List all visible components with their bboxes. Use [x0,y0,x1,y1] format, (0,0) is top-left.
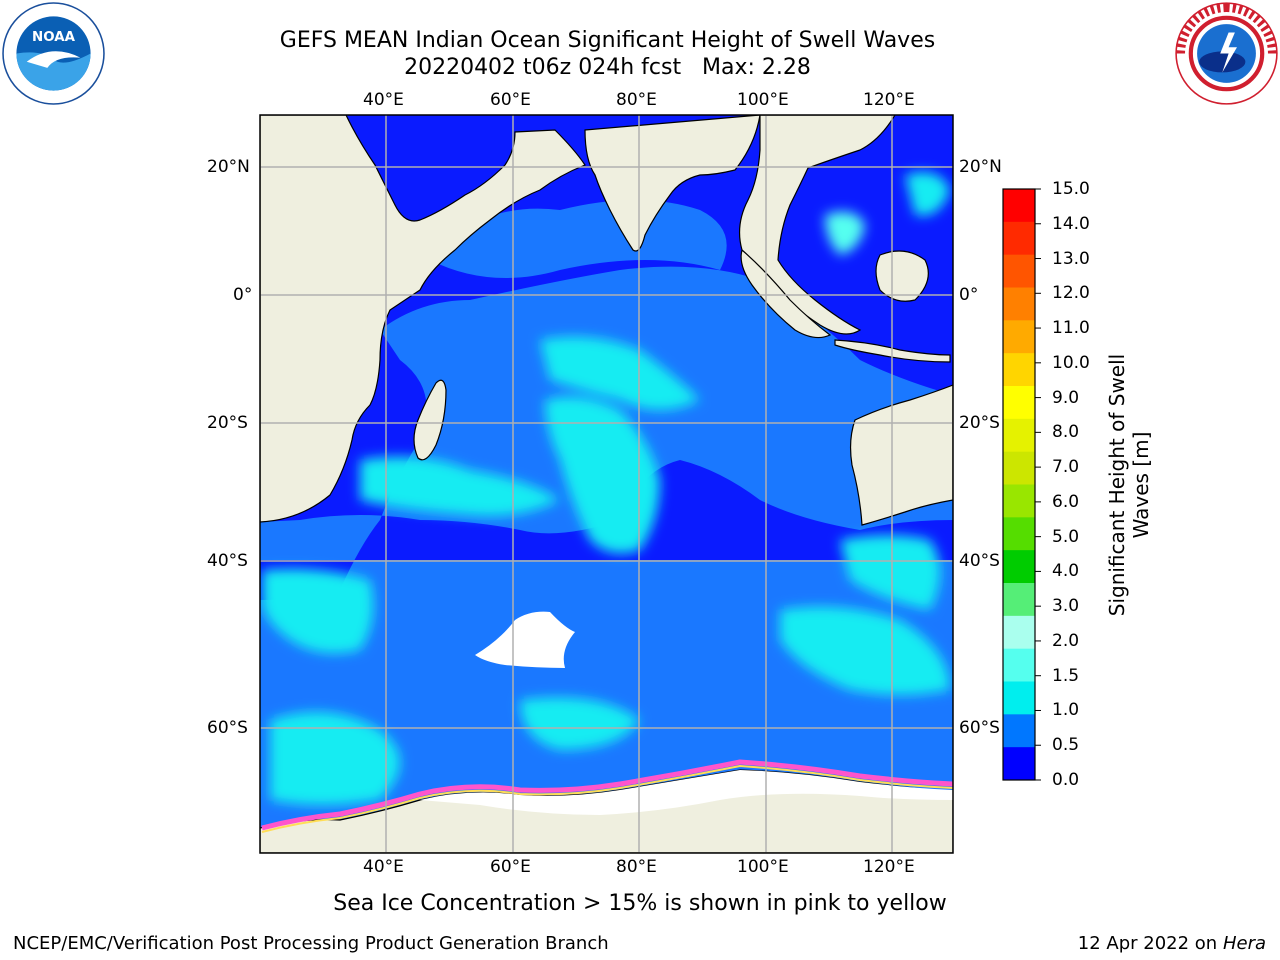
swell-band-cyan-southeast [780,606,950,695]
colorbar-tick-label: 7.0 [1052,457,1080,478]
colorbar-swatch [1003,418,1035,453]
ice-white-area [420,770,953,815]
lon-label-top: 80°E [616,90,657,110]
colorbar-swatch [1003,353,1035,387]
colorbar-swatch [1003,517,1035,551]
land-india [584,115,761,252]
swell-band-cyan-west [360,456,560,516]
swell-band-cyan-central [545,396,660,554]
lon-label-bottom: 40°E [363,857,404,877]
land-borneo [875,250,929,302]
lat-label-left: 20°S [207,413,248,433]
lat-label-left: 20°N [207,157,250,177]
lat-label-right: 0° [959,285,979,305]
colorbar-swatch [1003,583,1035,617]
swell-band-cyan-ne [905,172,950,216]
swell-band-cyan-southwest [262,568,374,654]
colorbar-swatch [1003,287,1035,321]
colorbar-tick-label: 2.0 [1052,630,1080,651]
colorbar-tick-label: 11.0 [1052,318,1090,339]
colorbar-swatch [1003,615,1035,650]
colorbar-swatch [1003,451,1035,485]
nws-logo [1175,2,1278,105]
swell-band-cyan-south [270,712,400,805]
colorbar-tick-label: 14.0 [1052,213,1090,234]
colorbar-swatch [1003,484,1035,518]
footer-date-text: 12 Apr 2022 on [1077,933,1223,954]
lat-label-right: 40°S [959,551,1000,571]
colorbar-title: Significant Height of Swell Waves [m] [1105,325,1153,645]
colorbar-swatch [1003,221,1035,256]
noaa-logo: NOAA [2,2,105,105]
colorbar-swatch [1003,681,1035,715]
lat-label-right: 60°S [959,718,1000,738]
land-australia [849,384,953,526]
footer-date: 12 Apr 2022 on Hera [1078,933,1266,954]
land-sumatra [740,248,832,339]
colorbar-tick-label: 5.0 [1052,526,1080,547]
colorbar-tick-label: 1.5 [1052,665,1080,686]
colorbar-tick-label: 3.0 [1052,596,1080,617]
lon-label-top: 60°E [490,90,531,110]
colorbar-swatch [1003,747,1035,781]
lon-label-top: 120°E [863,90,915,110]
sea-ice-edge-yellow [261,764,953,833]
colorbar-swatch [1003,714,1035,748]
map-title: GEFS MEAN Indian Ocean Significant Heigh… [279,28,936,53]
sea-ice-note: Sea Ice Concentration > 15% is shown in … [333,891,947,916]
lon-label-bottom: 120°E [863,857,915,877]
lon-label-top: 100°E [737,90,789,110]
lon-label-bottom: 60°E [490,857,531,877]
colorbar-title-line2: Waves [m] [1129,431,1153,539]
colorbar-tick-label: 0.0 [1052,770,1080,790]
colorbar-tick-label: 13.0 [1052,248,1090,269]
colorbar-swatch [1003,320,1035,354]
lat-label-left: 40°S [207,551,248,571]
footer-credit: NCEP/EMC/Verification Post Processing Pr… [13,933,609,954]
colorbar-tick-label: 15.0 [1052,179,1090,199]
lat-label-right: 20°S [959,413,1000,433]
lat-label-right: 20°N [959,157,1002,177]
footer-machine: Hera [1222,933,1266,954]
swell-band-cyan-sc [520,697,640,750]
island-white-patch [475,611,575,668]
lat-label-left: 60°S [207,718,248,738]
gridlines [260,115,953,853]
map-subtitle: 20220402 t06z 024h fcst Max: 2.28 [404,55,811,80]
lat-label-left: 0° [233,285,253,305]
swell-band-cyan-north [540,336,700,410]
colorbar-swatch [1003,648,1035,682]
colorbar-tick-label: 0.5 [1052,735,1080,756]
colorbar-tick-label: 8.0 [1052,422,1080,443]
colorbar-tick-label: 12.0 [1052,283,1090,304]
lon-label-top: 40°E [363,90,404,110]
colorbar-tick-label: 9.0 [1052,387,1080,408]
land-madagascar [413,379,447,461]
lon-label-bottom: 80°E [616,857,657,877]
colorbar-title-line1: Significant Height of Swell [1105,353,1129,617]
colorbar-swatch [1003,189,1035,223]
map-frame [259,114,954,854]
land-se-asia [738,115,896,335]
swell-band-cyan-east [840,535,940,610]
sea-ice-edge [261,759,953,831]
colorbar-tick-label: 1.0 [1052,700,1080,721]
colorbar-swatch [1003,386,1035,420]
colorbar-swatch [1003,550,1035,584]
colorbar-tick-label: 6.0 [1052,491,1080,512]
land-africa-arabia [260,115,586,523]
colorbar [1003,188,1041,781]
colorbar-tick-label: 10.0 [1052,352,1090,373]
colorbar-swatch [1003,254,1035,288]
svg-text:NOAA: NOAA [32,30,76,45]
lon-label-bottom: 100°E [737,857,789,877]
colorbar-tick-label: 4.0 [1052,561,1080,582]
swell-band-cyan-bay [825,211,865,255]
colorbar-frame [1002,188,1036,781]
